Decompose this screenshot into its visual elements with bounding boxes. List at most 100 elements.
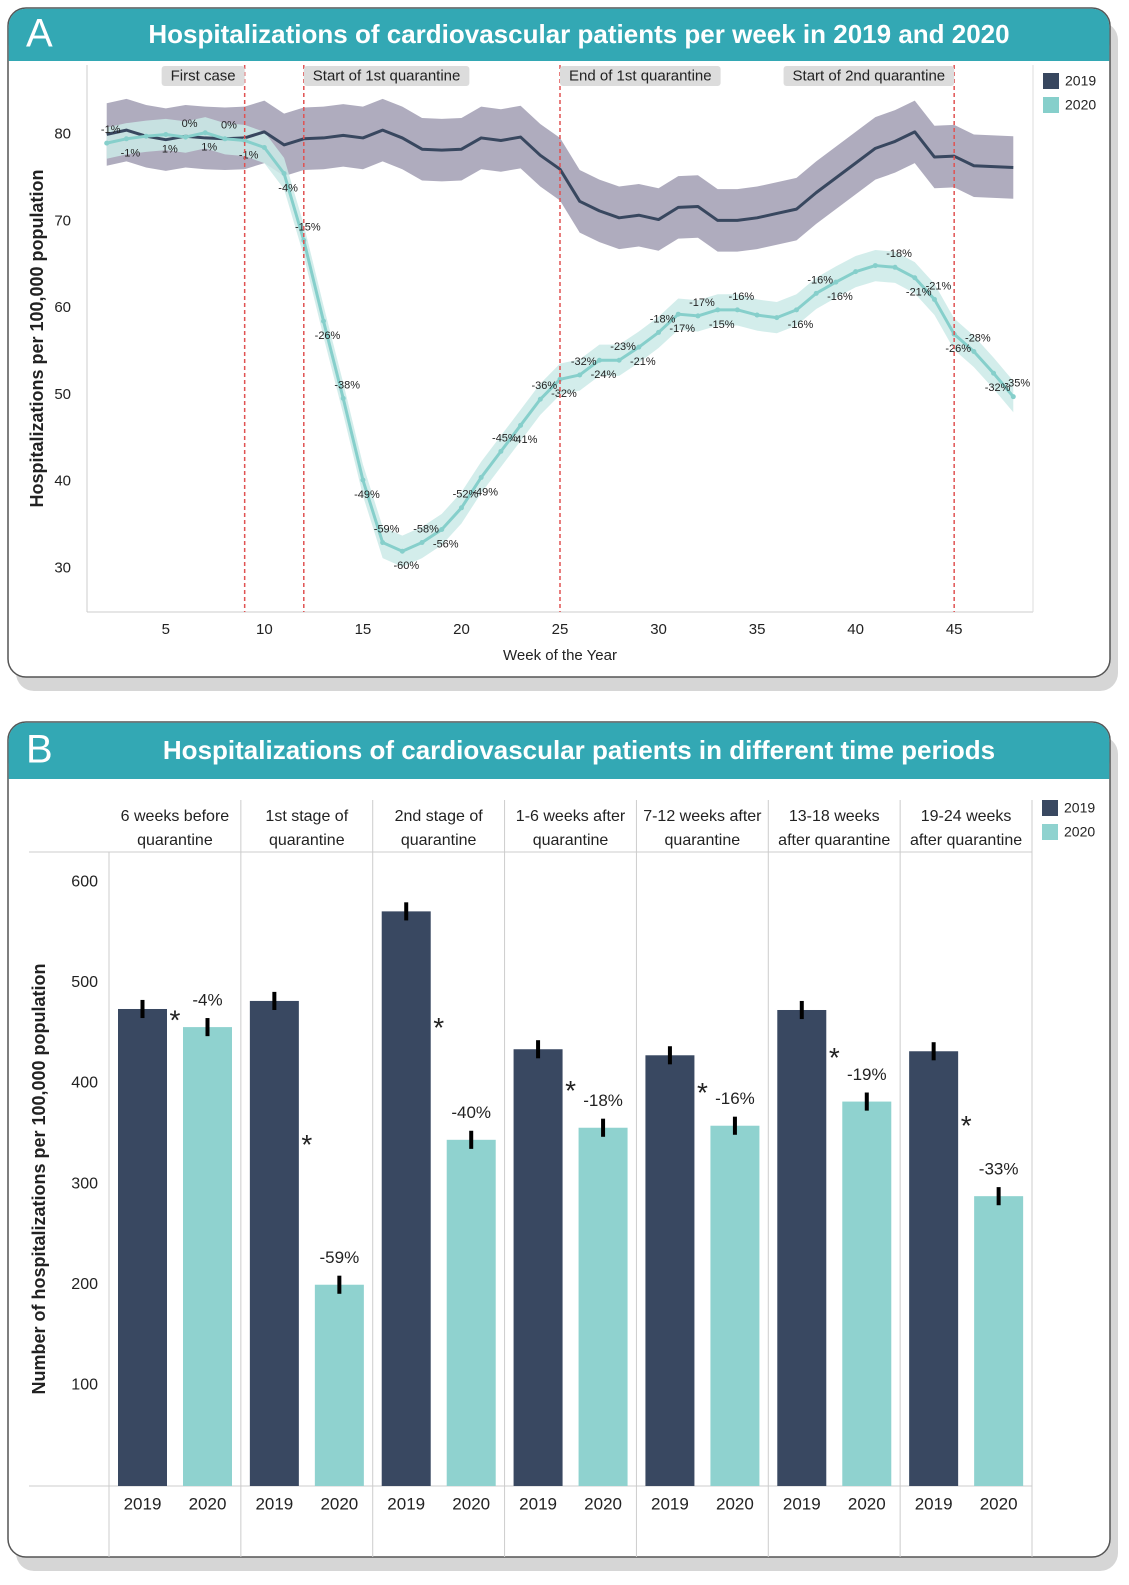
change-label: -4% [192,991,222,1010]
change-label: -26% [315,330,341,342]
point [419,540,425,546]
change-label: -60% [393,560,419,572]
bar [842,1101,892,1486]
point [537,396,543,402]
point [380,540,386,546]
category-label: quarantine [665,832,741,849]
event-label-box [783,66,955,86]
change-label: -1% [101,124,121,136]
series-label: 2019 [255,1494,293,1513]
y-tick-label: 40 [54,473,71,490]
panel-title: Hospitalizations of cardiovascular patie… [163,735,995,765]
event-label: First case [171,67,236,84]
y-axis-title: Hospitalizations per 100,000 population [27,169,47,507]
category-label: quarantine [401,832,477,849]
point [931,296,937,302]
point [715,307,721,313]
point [202,130,208,136]
change-label: -21% [906,287,932,299]
y-tick-label: 600 [71,873,98,890]
y-tick-label: 70 [54,212,71,229]
category-label: quarantine [269,832,345,849]
change-label: -18% [583,1091,623,1110]
category-label: 19-24 weeks [921,808,1012,825]
series-label: 2020 [584,1494,622,1513]
point [695,313,701,319]
series-label: 2019 [783,1494,821,1513]
bar [909,1051,959,1486]
significance-mark: * [433,1012,444,1043]
change-label: -16% [715,1089,755,1108]
change-label: 0% [182,118,198,130]
change-label: -41% [512,434,538,446]
change-label: -36% [531,380,557,392]
point [222,136,228,142]
change-label: -52% [453,489,479,501]
point [163,131,169,137]
point [636,344,642,350]
bar [974,1196,1024,1486]
point [675,311,681,317]
point [281,171,287,177]
panel-letter: A [26,12,53,56]
legend-label: 2019 [1064,800,1095,816]
change-label: -18% [650,313,676,325]
event-label: Start of 2nd quarantine [793,67,946,84]
change-label: -16% [729,291,755,303]
category-label: 2nd stage of [395,808,484,825]
point [143,133,149,139]
event-label-box [303,66,470,86]
x-tick-label: 40 [847,621,864,638]
series-label: 2020 [189,1494,227,1513]
point [774,315,780,321]
change-label: -19% [847,1065,887,1084]
line [106,128,1014,222]
legend-label: 2020 [1065,97,1096,113]
point [261,144,267,150]
point [872,263,878,269]
x-tick-label: 30 [650,621,667,638]
change-label: -35% [1004,378,1030,390]
category-label: 13-18 weeks [789,808,880,825]
point [183,134,189,140]
bar [183,1027,232,1486]
y-tick-label: 30 [54,560,71,577]
category-label: 7-12 weeks after [643,808,762,825]
category-label: 1st stage of [265,808,348,825]
change-label: -15% [295,221,321,233]
legend-swatch [1042,800,1058,816]
x-tick-label: 15 [355,621,372,638]
point [734,307,740,313]
series-label: 2020 [848,1494,886,1513]
change-label: -32% [551,388,577,400]
change-label: 1% [162,143,178,155]
legend-label: 2019 [1065,73,1096,89]
change-label: -33% [979,1160,1019,1179]
event-label: Start of 1st quarantine [313,67,461,84]
y-tick-label: 500 [71,974,98,991]
series-label: 2019 [387,1494,425,1513]
point [104,140,110,146]
point [458,505,464,511]
category-label: 6 weeks before [121,808,230,825]
legend-swatch [1043,97,1059,113]
change-label: -16% [827,291,853,303]
point [971,349,977,355]
event-label: End of 1st quarantine [569,67,712,84]
change-label: -26% [945,343,971,355]
bar [314,1284,364,1486]
series-label: 2020 [452,1494,490,1513]
significance-mark: * [961,1110,972,1141]
change-label: -45% [492,432,518,444]
panel-title: Hospitalizations of cardiovascular patie… [148,19,1009,49]
point [360,477,366,483]
change-label: -49% [472,486,498,498]
significance-mark: * [697,1077,708,1108]
point [833,279,839,285]
change-label: -4% [278,182,298,194]
point [616,357,622,363]
point [853,269,859,275]
series-label: 2019 [124,1494,162,1513]
